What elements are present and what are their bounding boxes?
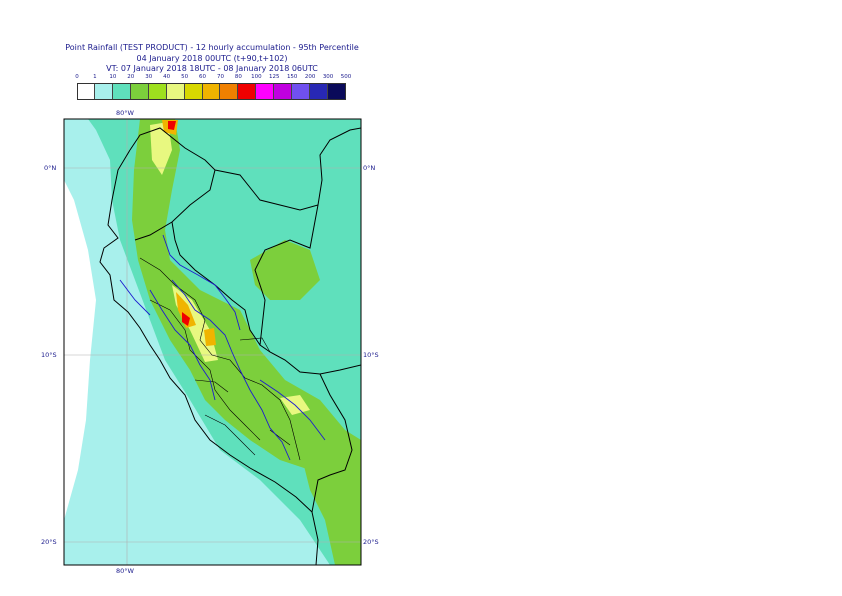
field-yellow — [150, 122, 172, 175]
colorbar-label: 70 — [216, 74, 224, 80]
title-line-3: VT: 07 January 2018 18UTC - 08 January 2… — [106, 64, 318, 73]
colorbar-swatch — [274, 83, 293, 100]
colorbar-label: 200 — [304, 74, 316, 80]
colorbar-swatch — [112, 83, 131, 100]
colorbar-label: 150 — [286, 74, 298, 80]
borders — [99, 127, 361, 565]
field-red-2 — [182, 312, 190, 326]
field-orange-3 — [204, 328, 216, 346]
colorbar-label: 300 — [322, 74, 334, 80]
colorbar-label: 125 — [269, 74, 280, 80]
map-frame — [63, 118, 362, 566]
colorbar-label: 60 — [199, 74, 207, 80]
field-red — [168, 121, 176, 130]
rivers — [119, 234, 326, 461]
region-borders — [139, 257, 301, 461]
lat-label-left-0: 0°N — [44, 164, 57, 172]
colorbar-swatch — [77, 83, 95, 100]
colorbar-swatch — [238, 83, 257, 100]
colorbar-swatch — [310, 83, 329, 100]
colorbar-swatch — [94, 83, 113, 100]
colorbar-swatch — [220, 83, 239, 100]
title-line-2: 04 January 2018 00UTC (t+90,t+102) — [136, 54, 288, 63]
top-lon-label: 80°W — [116, 109, 134, 117]
lat-label-left-20: 20°S — [41, 538, 57, 546]
colorbar-swatch — [202, 83, 221, 100]
colorbar-label: 0 — [75, 74, 79, 80]
colorbar-label: 80 — [234, 74, 242, 80]
lat-label-right-0: 0°N — [363, 164, 376, 172]
colorbar-label: 20 — [127, 74, 135, 80]
colorbar-label: 500 — [340, 74, 352, 80]
field-orange — [176, 292, 196, 328]
colorbar-label: 100 — [251, 74, 262, 80]
colorbar-label: 40 — [163, 74, 171, 80]
colorbar-swatch — [292, 83, 311, 100]
colorbar-swatch — [256, 83, 275, 100]
colorbar-label: 1 — [93, 74, 97, 80]
colorbar-label: 30 — [145, 74, 153, 80]
field-green-east — [250, 240, 320, 300]
colorbar-swatch — [130, 83, 149, 100]
colorbar-swatch — [166, 83, 185, 100]
lat-label-right-20: 20°S — [363, 538, 379, 546]
country-borders — [129, 127, 361, 513]
colorbar-label: 10 — [109, 74, 117, 80]
colorbar-swatch — [148, 83, 167, 100]
bottom-lon-label: 80°W — [116, 567, 134, 575]
coastline — [99, 149, 319, 565]
lat-label-right-10: 10°S — [363, 351, 379, 359]
rainfall-field — [64, 119, 361, 565]
lat-label-left-10: 10°S — [41, 351, 57, 359]
field-green-south — [300, 440, 361, 565]
colorbar-label: 50 — [181, 74, 189, 80]
title-line-1: Point Rainfall (TEST PRODUCT) - 12 hourl… — [65, 43, 359, 52]
colorbar-swatch — [184, 83, 203, 100]
